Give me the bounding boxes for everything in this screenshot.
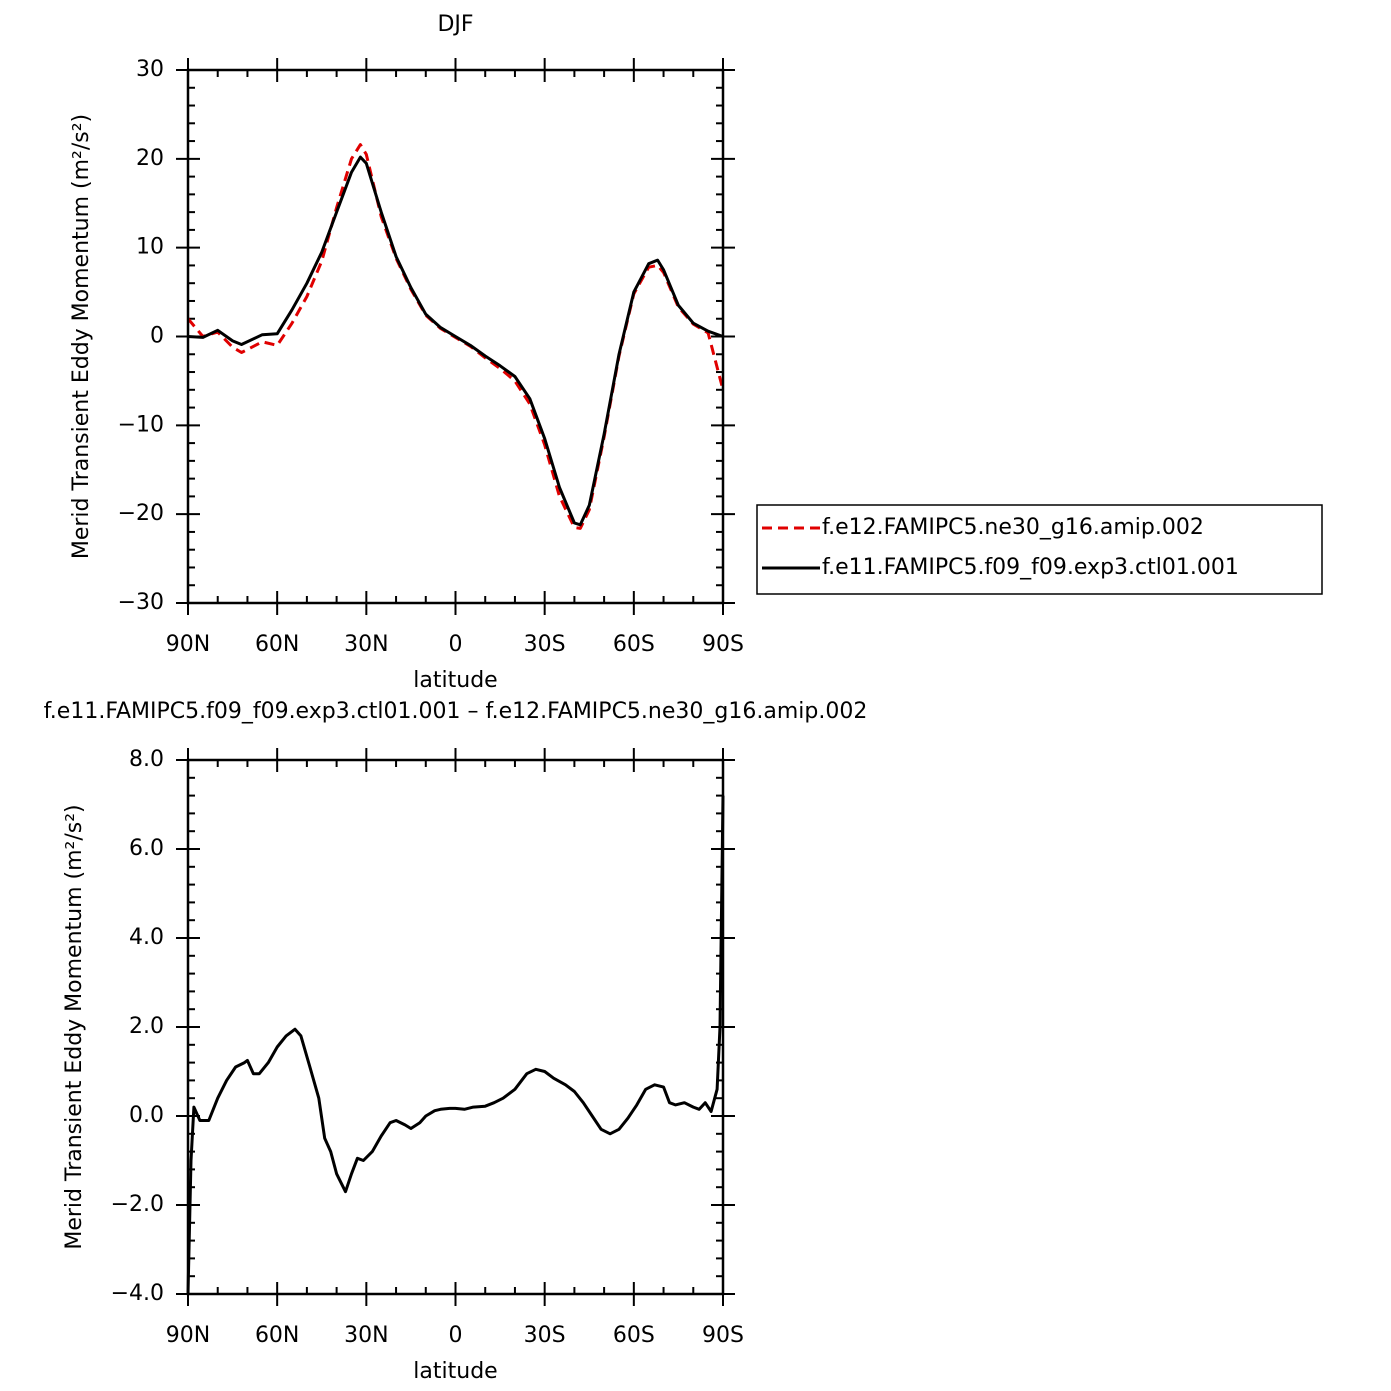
legend-label: f.e11.FAMIPC5.f09_f09.exp3.ctl01.001 bbox=[822, 555, 1239, 580]
legend-box bbox=[756, 504, 1323, 595]
plot-frame bbox=[186, 68, 725, 605]
y-tick-label: 20 bbox=[136, 146, 164, 171]
y-tick-label: 2.0 bbox=[129, 1014, 164, 1039]
x-tick-label: 60N bbox=[255, 1323, 299, 1348]
data-line bbox=[186, 795, 725, 1295]
y-tick-label: 8.0 bbox=[129, 747, 164, 772]
x-tick-label: 90S bbox=[702, 632, 744, 657]
y-tick-label: 6.0 bbox=[129, 836, 164, 861]
y-axis-label: Merid Transient Eddy Momentum (m²/s²) bbox=[62, 804, 87, 1249]
y-tick-label: 0.0 bbox=[129, 1103, 164, 1128]
x-tick-label: 30N bbox=[344, 1323, 388, 1348]
x-tick-label: 60N bbox=[255, 632, 299, 657]
x-axis-label: latitude bbox=[413, 668, 497, 693]
y-tick-label: −20 bbox=[118, 501, 164, 526]
y-tick-label: −2.0 bbox=[111, 1192, 164, 1217]
x-tick-label: 90N bbox=[166, 632, 210, 657]
x-tick-label: 60S bbox=[613, 632, 655, 657]
chart-title: f.e11.FAMIPC5.f09_f09.exp3.ctl01.001 – f… bbox=[44, 699, 868, 724]
y-tick-label: 10 bbox=[136, 235, 164, 260]
x-tick-label: 30N bbox=[344, 632, 388, 657]
y-tick-label: −4.0 bbox=[111, 1281, 164, 1306]
x-tick-label: 90S bbox=[702, 1323, 744, 1348]
y-tick-label: −10 bbox=[118, 412, 164, 437]
y-tick-label: 30 bbox=[136, 57, 164, 82]
y-tick-label: 0 bbox=[150, 324, 164, 349]
chart-title: DJF bbox=[437, 12, 473, 37]
y-tick-label: 4.0 bbox=[129, 925, 164, 950]
x-tick-label: 30S bbox=[524, 632, 566, 657]
legend-label: f.e12.FAMIPC5.ne30_g16.amip.002 bbox=[822, 515, 1204, 540]
x-tick-label: 0 bbox=[449, 1323, 463, 1348]
data-line bbox=[187, 155, 724, 527]
y-axis-label: Merid Transient Eddy Momentum (m²/s²) bbox=[69, 114, 94, 559]
y-tick-label: −30 bbox=[118, 590, 164, 615]
x-tick-label: 90N bbox=[166, 1323, 210, 1348]
x-tick-label: 0 bbox=[449, 632, 463, 657]
plot-frame bbox=[186, 758, 725, 1296]
x-tick-label: 60S bbox=[613, 1323, 655, 1348]
x-axis-label: latitude bbox=[413, 1359, 497, 1384]
x-tick-label: 30S bbox=[524, 1323, 566, 1348]
